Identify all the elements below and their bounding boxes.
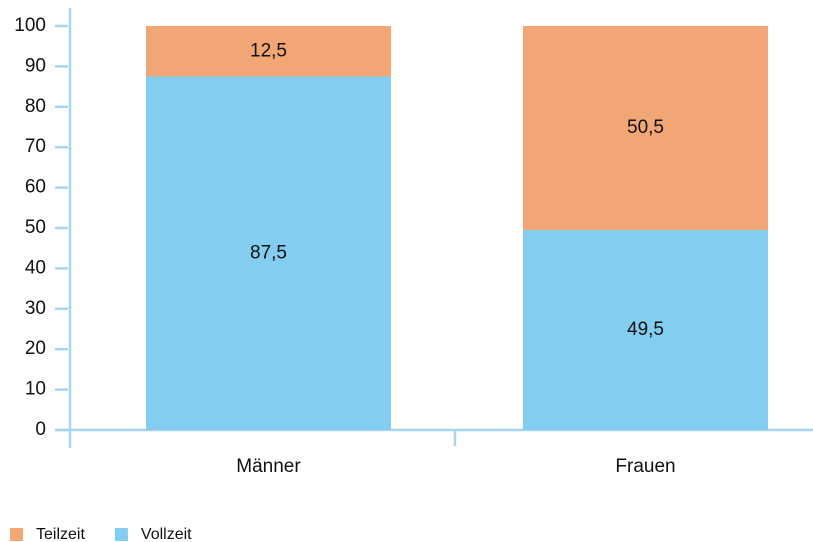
y-tick-label: 70 [25, 136, 46, 157]
y-tick-label: 30 [25, 298, 46, 319]
y-tick-label: 0 [35, 419, 46, 440]
legend-swatch [10, 528, 23, 541]
bar-segment [145, 26, 392, 77]
value-label: 49,5 [627, 319, 664, 340]
y-tick-label: 40 [25, 257, 46, 278]
y-tick-label: 50 [25, 217, 46, 238]
y-tick-label: 20 [25, 338, 46, 359]
y-tick-label: 100 [14, 15, 46, 36]
bar-segment [522, 26, 769, 231]
legend-label: Teilzeit [36, 526, 85, 542]
y-tick-label: 80 [25, 96, 46, 117]
y-tick-label: 60 [25, 177, 46, 198]
legend-swatch [114, 528, 128, 541]
value-label: 12,5 [250, 40, 287, 61]
y-tick-label: 10 [25, 379, 46, 400]
value-label: 50,5 [627, 117, 664, 138]
bar-segment [145, 76, 392, 430]
bar-segment [522, 230, 769, 430]
x-tick-label: Frauen [615, 456, 675, 477]
x-tick-label: Männer [236, 456, 301, 477]
value-label: 87,5 [250, 242, 287, 263]
y-tick-label: 90 [25, 55, 46, 76]
legend-label: Vollzeit [141, 526, 192, 542]
